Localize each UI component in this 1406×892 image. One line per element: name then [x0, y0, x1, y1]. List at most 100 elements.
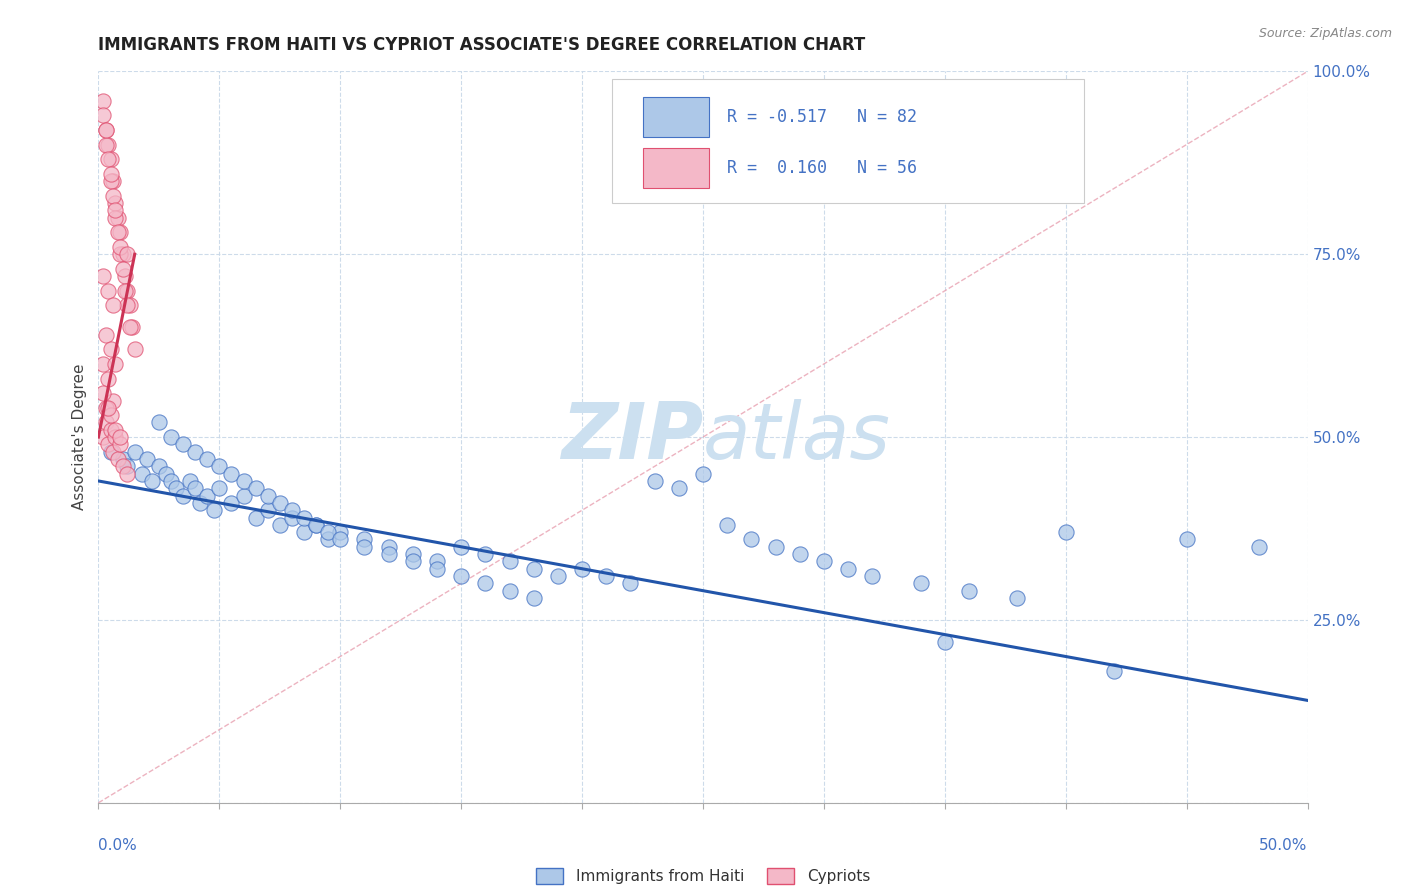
Point [172, 437, 194, 451]
Point [402, 547, 425, 561]
Point [292, 510, 315, 524]
Point [91, 386, 114, 401]
Point [101, 298, 124, 312]
Point [94, 123, 117, 137]
Point [305, 517, 328, 532]
Text: R =  0.160   N = 56: R = 0.160 N = 56 [727, 159, 917, 177]
Point [188, 496, 211, 510]
Point [765, 540, 787, 554]
Point [148, 416, 170, 430]
Point [184, 444, 207, 458]
Text: IMMIGRANTS FROM HAITI VS CYPRIOT ASSOCIATE'S DEGREE CORRELATION CHART: IMMIGRANTS FROM HAITI VS CYPRIOT ASSOCIA… [98, 36, 866, 54]
Point [94, 401, 117, 415]
Point [124, 444, 146, 458]
Point [121, 320, 143, 334]
Point [104, 423, 127, 437]
Y-axis label: Associate's Degree: Associate's Degree [72, 364, 87, 510]
Point [165, 481, 187, 495]
Point [131, 467, 153, 481]
Point [91, 108, 114, 122]
Point [595, 569, 617, 583]
Point [353, 533, 375, 547]
Point [1007, 591, 1029, 605]
Text: R = -0.517   N = 82: R = -0.517 N = 82 [727, 108, 917, 126]
Point [232, 489, 254, 503]
Point [91, 94, 114, 108]
Point [184, 481, 207, 495]
Point [100, 152, 122, 166]
Point [245, 510, 267, 524]
Point [179, 474, 201, 488]
Point [91, 357, 114, 371]
Point [160, 430, 183, 444]
Point [450, 540, 472, 554]
Point [1249, 540, 1271, 554]
Point [547, 569, 569, 583]
Point [523, 562, 546, 576]
Point [94, 137, 117, 152]
Point [94, 123, 117, 137]
Point [124, 343, 146, 357]
Point [329, 533, 352, 547]
Point [108, 225, 131, 239]
Point [100, 343, 122, 357]
Point [91, 430, 114, 444]
Point [232, 474, 254, 488]
Point [316, 525, 339, 540]
Point [118, 320, 141, 334]
Bar [643, 97, 709, 137]
Point [245, 481, 267, 495]
Point [91, 269, 114, 284]
Point [117, 467, 139, 481]
Point [94, 327, 117, 342]
Point [281, 510, 304, 524]
Point [107, 452, 129, 467]
Bar [643, 148, 709, 188]
Text: 50.0%: 50.0% [1260, 838, 1308, 854]
Point [101, 188, 124, 202]
Text: 0.0%: 0.0% [98, 838, 138, 854]
Point [316, 533, 339, 547]
Point [221, 496, 243, 510]
Text: ZIP: ZIP [561, 399, 703, 475]
Point [256, 503, 278, 517]
Point [269, 496, 291, 510]
Point [498, 583, 520, 598]
Point [619, 576, 641, 591]
Point [100, 174, 122, 188]
Text: Source: ZipAtlas.com: Source: ZipAtlas.com [1258, 27, 1392, 40]
Point [111, 452, 134, 467]
Point [111, 459, 134, 474]
Point [107, 211, 129, 225]
Point [377, 547, 399, 561]
Point [97, 437, 120, 451]
Point [450, 569, 472, 583]
Point [117, 247, 139, 261]
Point [668, 481, 690, 495]
Point [1175, 533, 1198, 547]
Point [108, 437, 131, 451]
Point [97, 401, 120, 415]
Point [208, 481, 231, 495]
Point [957, 583, 980, 598]
Point [426, 562, 449, 576]
Point [498, 554, 520, 568]
Point [118, 298, 141, 312]
Point [716, 517, 738, 532]
Point [474, 547, 496, 561]
Point [292, 525, 315, 540]
Point [221, 467, 243, 481]
Point [329, 525, 352, 540]
Point [101, 174, 124, 188]
Point [117, 459, 139, 474]
Point [692, 467, 714, 481]
Point [523, 591, 546, 605]
Point [813, 554, 835, 568]
Point [104, 357, 127, 371]
Point [256, 489, 278, 503]
Point [100, 444, 122, 458]
Point [934, 635, 956, 649]
Point [101, 444, 124, 458]
Point [100, 423, 122, 437]
Point [195, 489, 218, 503]
